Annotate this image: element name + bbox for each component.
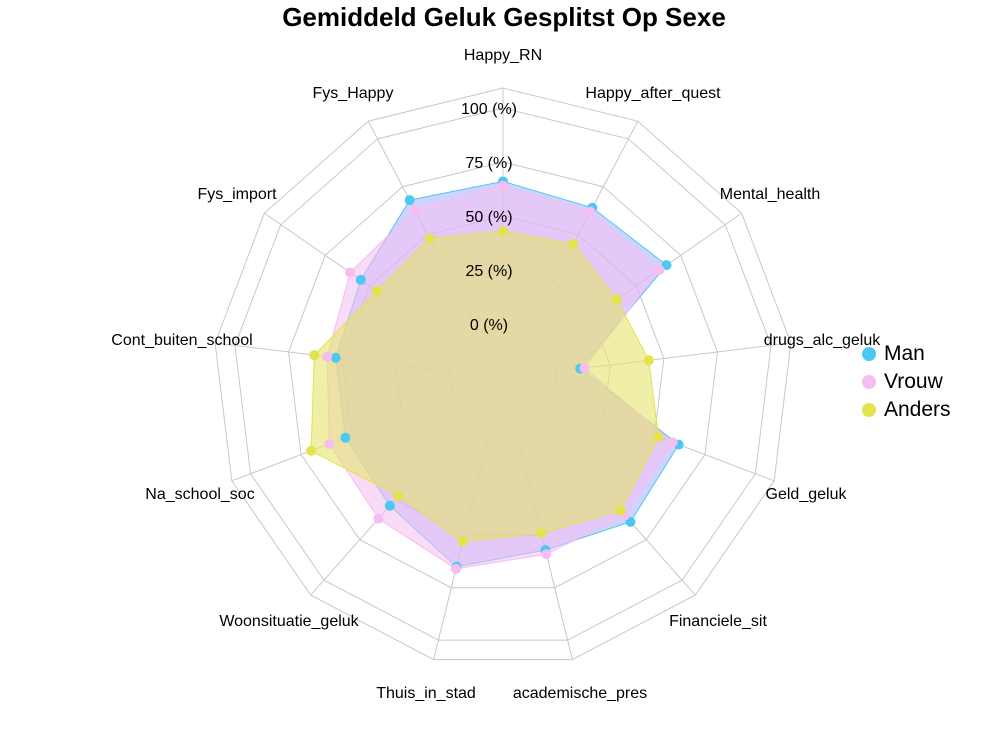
legend: Man Vrouw Anders [862,340,951,424]
data-point-anders [457,536,468,547]
grid-ring-3 [288,161,718,589]
series-area-anders [310,230,660,543]
legend-swatch [862,375,876,389]
data-point-man [404,195,415,206]
grid-ring-outer [214,87,792,661]
data-point-vrouw [579,363,590,374]
data-point-anders [309,350,320,361]
data-point-anders [371,285,382,296]
series-areas [310,180,680,570]
axis-label: academische_pres [513,685,647,702]
legend-item-man: Man [862,340,951,368]
series-points [306,176,684,574]
data-point-vrouw [541,549,552,560]
grid-value-label: 75 (%) [465,155,512,172]
data-point-vrouw [450,563,461,574]
data-point-anders [615,505,626,516]
data-point-anders [393,491,404,502]
axis-label: Fys_import [197,186,277,203]
axis-label: Happy_RN [464,47,542,64]
grid-value-label: 50 (%) [465,209,512,226]
data-point-anders [611,294,622,305]
data-point-man [661,260,672,271]
data-point-vrouw [585,206,596,217]
grid-value-label: 100 (%) [461,101,517,118]
legend-label: Man [884,342,925,365]
grid-ring-4 [234,107,772,641]
data-point-man [355,274,366,285]
data-point-vrouw [322,351,333,362]
axis-label: Financiele_sit [669,613,767,630]
data-point-vrouw [409,204,420,215]
axis-label: Geld_geluk [766,486,848,503]
legend-swatch [862,347,876,361]
data-point-vrouw [667,437,678,448]
legend-item-vrouw: Vrouw [862,368,951,396]
data-point-anders [653,431,664,442]
axis-label: Thuis_in_stad [376,685,476,702]
data-point-anders [643,355,654,366]
data-point-vrouw [373,513,384,524]
chart-title: Gemiddeld Geluk Gesplitst Op Sexe [282,2,726,32]
grid-value-labels: 0 (%) 25 (%) 50 (%) 75 (%) 100 (%) [461,101,517,334]
data-point-anders [536,528,547,539]
axis-label: Happy_after_quest [585,85,721,102]
data-point-man [384,500,395,511]
data-point-vrouw [324,438,335,449]
axis-label: Mental_health [720,186,821,203]
axis-label: drugs_alc_geluk [764,332,882,349]
legend-label: Vrouw [884,370,943,393]
data-point-anders [568,239,579,250]
axis-labels: Happy_RN Happy_after_quest Mental_healthdr… [111,47,881,702]
data-point-vrouw [654,265,665,276]
axis-label: Woonsituatie_geluk [219,613,359,630]
data-point-vrouw [345,267,356,278]
data-point-man [330,352,341,363]
data-point-anders [424,233,435,244]
legend-label: Anders [884,398,951,421]
axis-label: Na_school_soc [145,486,254,503]
data-point-man [340,432,351,443]
data-point-vrouw [498,180,508,191]
axis-label: Fys_Happy [313,85,394,102]
grid-value-label: 0 (%) [470,317,508,334]
grid-value-label: 25 (%) [465,263,512,280]
data-point-anders [498,226,508,237]
data-point-man [625,516,636,527]
data-point-anders [306,445,317,456]
axis-label: Cont_buiten_school [111,332,252,349]
legend-item-anders: Anders [862,396,951,424]
legend-swatch [862,403,876,417]
